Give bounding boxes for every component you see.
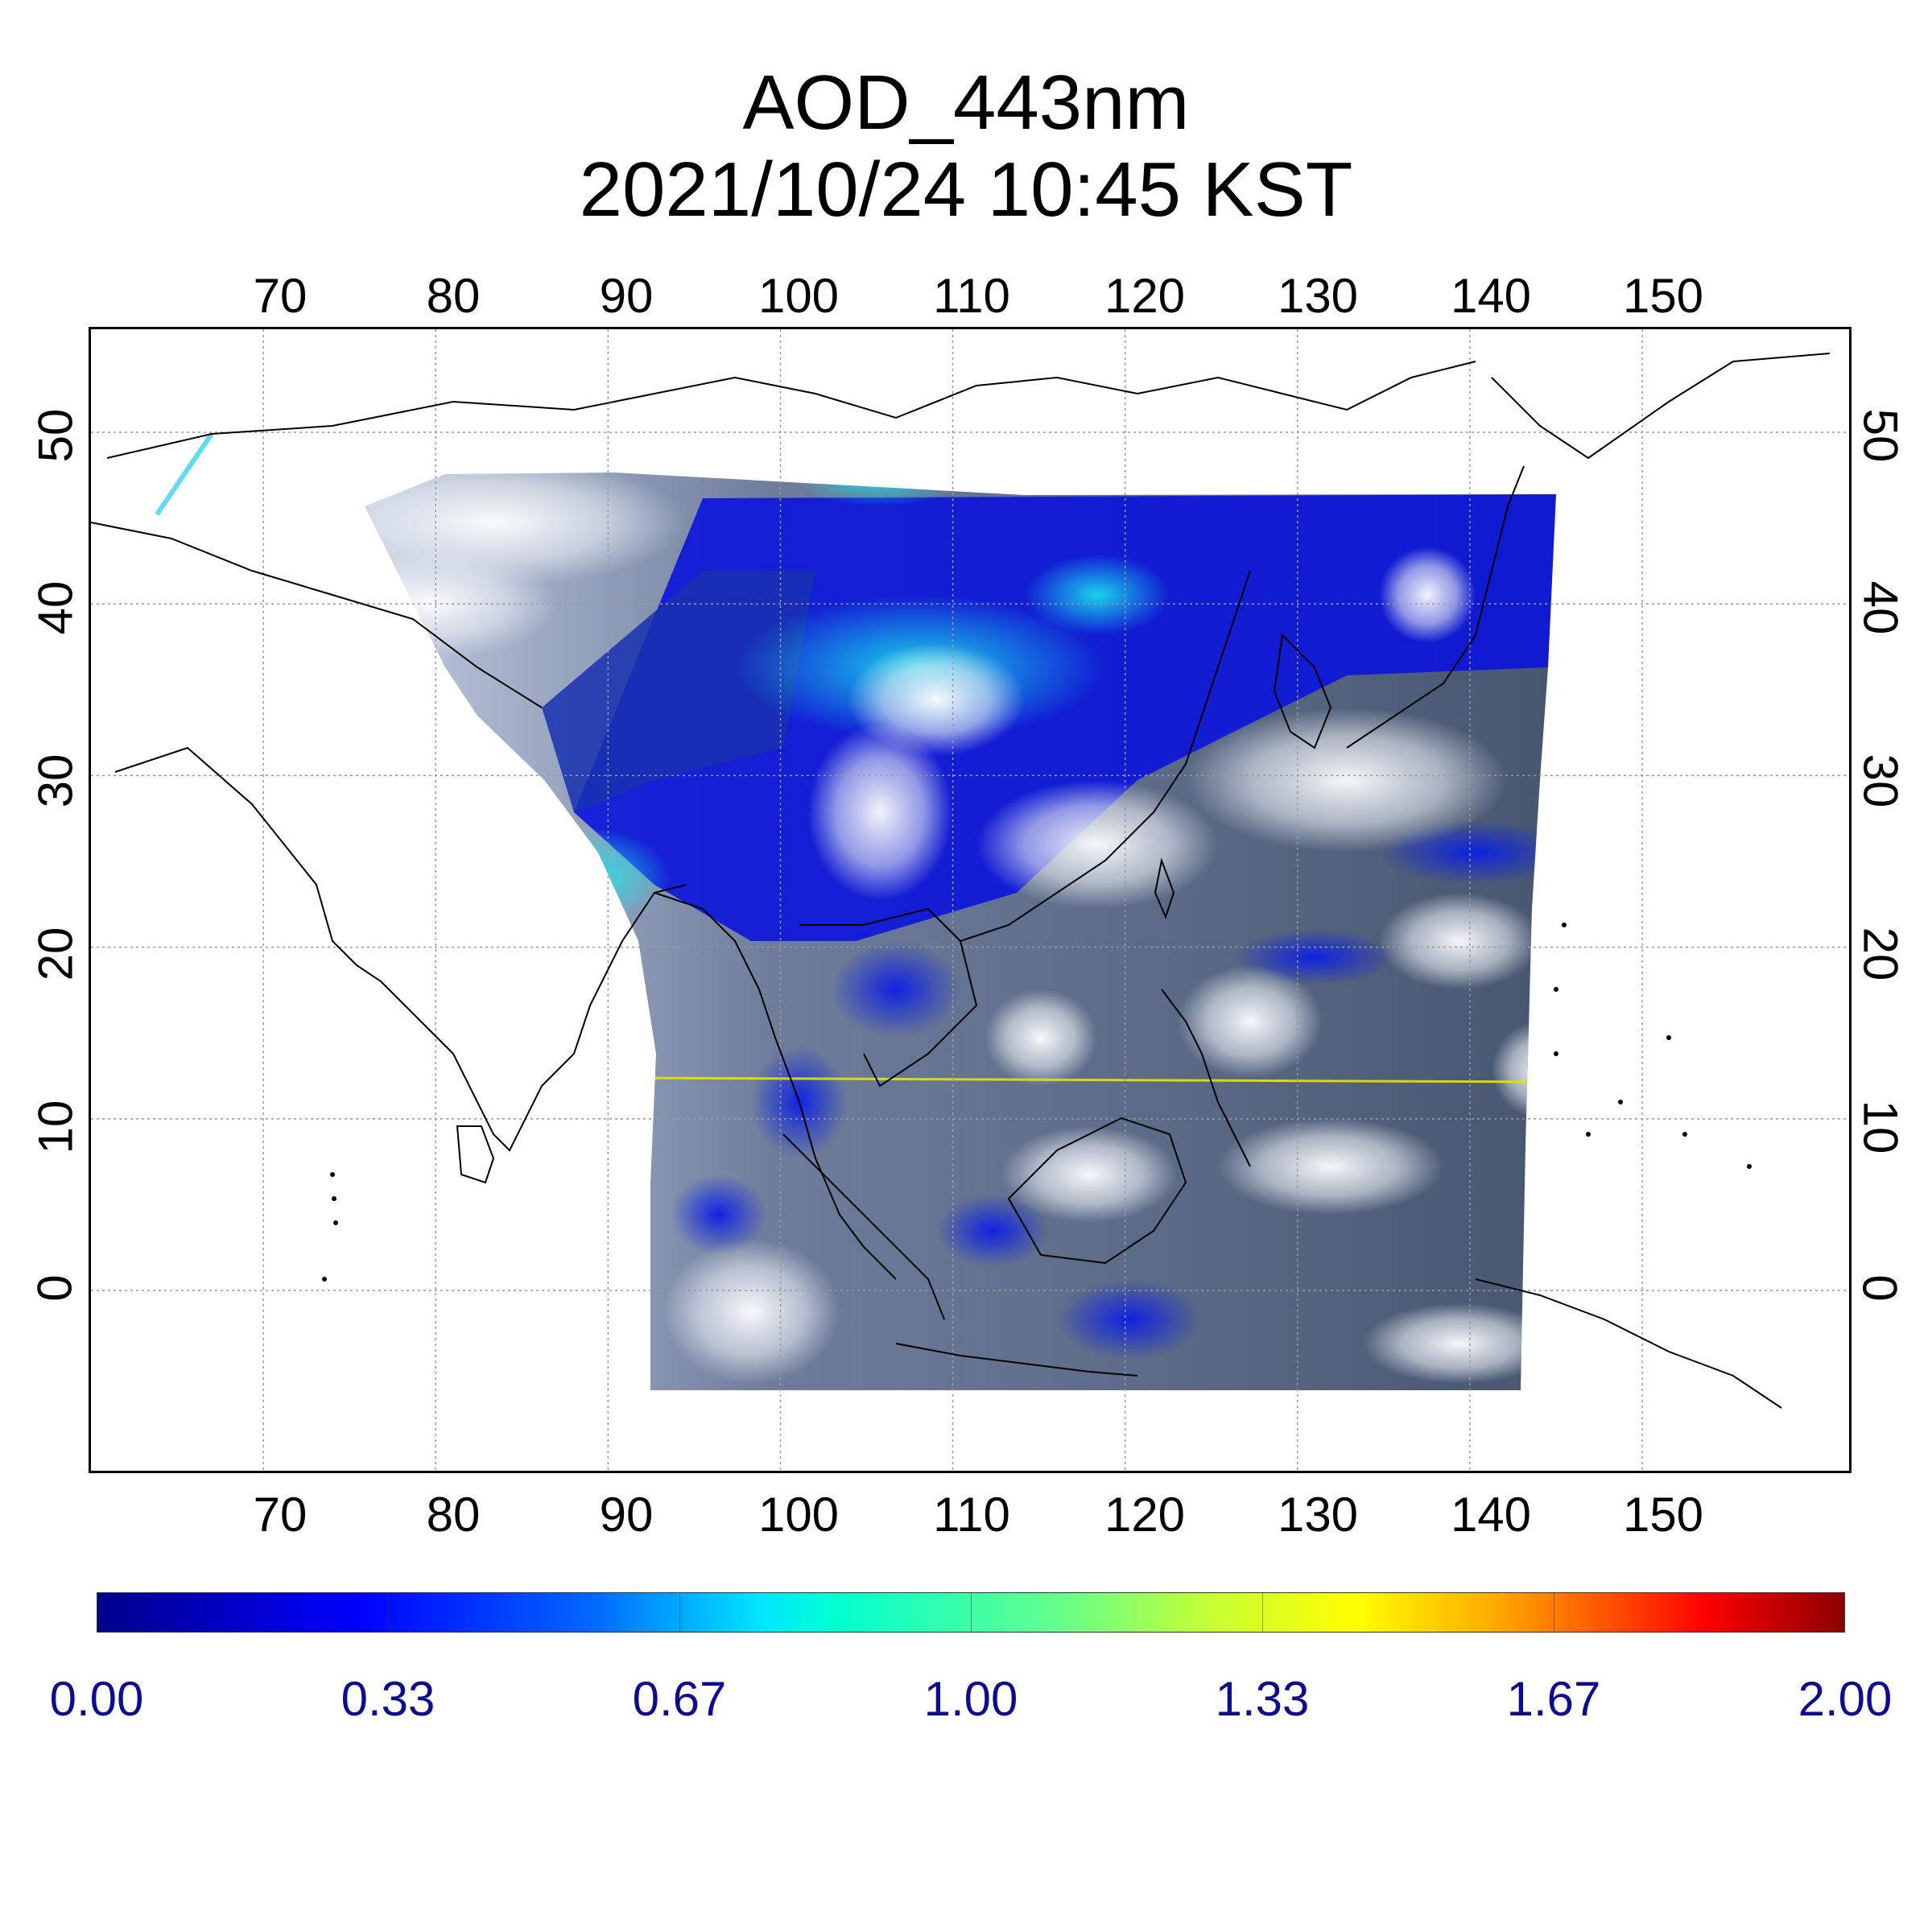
lat-tick-right-10: 10 — [1853, 1100, 1908, 1154]
lon-tick-bottom-120: 120 — [1104, 1488, 1186, 1542]
lat-tick-left-40: 40 — [28, 580, 83, 635]
colorbar-tick-6: 2.00 — [1798, 1672, 1893, 1726]
lat-tick-left-0: 0 — [27, 1274, 82, 1302]
lon-tick-bottom-150: 150 — [1622, 1488, 1704, 1542]
islands — [322, 923, 1752, 1282]
colorbar-tick-1: 0.33 — [341, 1672, 436, 1726]
lon-tick-bottom-140: 140 — [1450, 1488, 1532, 1542]
lat-tick-right-0: 0 — [1852, 1274, 1907, 1302]
map-subtitle-datetime: 2021/10/24 10:45 KST — [579, 147, 1353, 233]
lon-tick-bottom-90: 90 — [599, 1488, 654, 1542]
lat-tick-right-20: 20 — [1853, 927, 1908, 981]
lon-tick-top-150: 150 — [1622, 269, 1704, 323]
colorbar-tick-2: 0.67 — [632, 1672, 727, 1726]
lon-tick-top-100: 100 — [758, 269, 840, 323]
lon-tick-top-90: 90 — [599, 269, 654, 323]
lon-tick-bottom-100: 100 — [758, 1488, 840, 1542]
lat-tick-right-50: 50 — [1853, 408, 1908, 463]
lat-tick-left-10: 10 — [28, 1100, 83, 1154]
lon-tick-top-140: 140 — [1450, 269, 1532, 323]
lon-tick-bottom-110: 110 — [933, 1488, 1010, 1542]
colorbar-tick-3: 1.00 — [923, 1672, 1018, 1726]
lon-tick-bottom-130: 130 — [1277, 1488, 1359, 1542]
lon-tick-bottom-70: 70 — [253, 1488, 308, 1542]
lon-tick-top-80: 80 — [426, 269, 481, 323]
aod-satellite-map — [91, 329, 1849, 1471]
lon-tick-top-120: 120 — [1104, 269, 1186, 323]
lat-tick-left-50: 50 — [28, 408, 83, 463]
lon-tick-bottom-80: 80 — [426, 1488, 481, 1542]
lon-tick-top-70: 70 — [253, 269, 308, 323]
colorbar-tick-4: 1.33 — [1215, 1672, 1310, 1726]
lon-tick-top-110: 110 — [933, 269, 1010, 323]
lat-tick-right-40: 40 — [1853, 580, 1908, 635]
lon-tick-top-130: 130 — [1277, 269, 1359, 323]
satellite-swath — [365, 473, 1556, 1390]
lat-tick-right-30: 30 — [1853, 753, 1908, 808]
map-panel — [89, 327, 1852, 1473]
lat-tick-left-20: 20 — [28, 927, 83, 981]
gridlines — [91, 329, 1849, 1471]
colorbar-tick-0: 0.00 — [49, 1672, 144, 1726]
coastlines — [91, 353, 1831, 1409]
lat-tick-left-30: 30 — [28, 753, 83, 808]
map-title: AOD_443nm — [742, 60, 1190, 146]
cyan-streak — [155, 432, 214, 516]
colorbar-tick-5: 1.67 — [1506, 1672, 1601, 1726]
